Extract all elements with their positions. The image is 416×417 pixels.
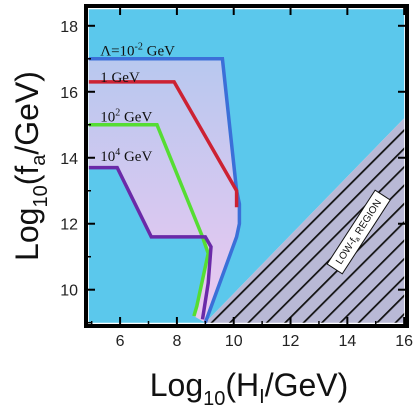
x-tick-label: 12 bbox=[282, 333, 300, 350]
plot-area bbox=[84, 4, 409, 328]
series-label-1: 1 GeV bbox=[100, 70, 140, 86]
y-tick-label: 16 bbox=[60, 85, 78, 102]
y-tick-label: 14 bbox=[60, 151, 78, 168]
series-label-2: 102 GeV bbox=[100, 107, 152, 125]
x-tick-label: 14 bbox=[338, 333, 356, 350]
y-axis-title: Log10(fa/GeV) bbox=[9, 71, 52, 261]
series-line-1 bbox=[88, 80, 239, 208]
series-line-3 bbox=[88, 165, 213, 320]
series-line-2 bbox=[88, 123, 211, 317]
x-tick-label: 8 bbox=[172, 333, 181, 350]
series-label-3: 104 GeV bbox=[100, 147, 152, 165]
x-tick-label: 16 bbox=[395, 333, 413, 350]
plot-frame bbox=[84, 4, 409, 328]
x-tick-label: 10 bbox=[225, 333, 243, 350]
curve-labels-layer: Λ=10-2 GeV 1 GeV 102 GeV 104 GeV bbox=[100, 41, 175, 165]
ticks-layer: 6 8 10 12 14 16 10 12 14 16 18 bbox=[60, 6, 413, 350]
series-line-0 bbox=[88, 57, 242, 324]
y-tick-label: 10 bbox=[60, 283, 78, 300]
regions-layer bbox=[88, 9, 405, 323]
region-annotation-box bbox=[326, 189, 391, 275]
region-annotation: LOW-fa REGION bbox=[326, 189, 391, 275]
y-tick-label: 18 bbox=[60, 19, 78, 36]
series-label-0: Λ=10-2 GeV bbox=[100, 41, 175, 59]
x-axis-title: Log10(HI/GeV) bbox=[150, 367, 349, 410]
x-tick-label: 6 bbox=[116, 333, 125, 350]
low-fa-region bbox=[205, 118, 405, 323]
curves-layer bbox=[88, 57, 242, 324]
y-tick-label: 12 bbox=[60, 217, 78, 234]
